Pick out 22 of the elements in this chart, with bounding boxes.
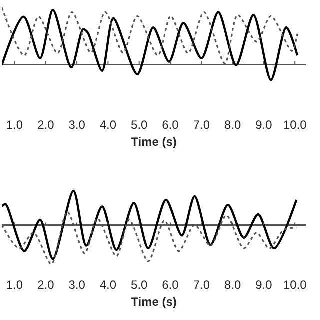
x-tick-label: 8.0 bbox=[224, 118, 242, 132]
x-tick-label: 6.0 bbox=[162, 118, 180, 132]
x-tick-label: 5.0 bbox=[131, 278, 148, 292]
x-tick-label: 7.0 bbox=[193, 118, 210, 132]
x-tick-label: 2.0 bbox=[38, 278, 55, 292]
x-tick-label: 7.0 bbox=[193, 278, 210, 292]
x-tick-label: 3.0 bbox=[68, 278, 86, 292]
x-axis-title: Time (s) bbox=[131, 134, 177, 149]
x-tick-label: 1.0 bbox=[6, 278, 24, 292]
x-tick-label: 9.0 bbox=[256, 118, 273, 132]
x-axis-title: Time (s) bbox=[131, 294, 177, 309]
x-tick-label: 5.0 bbox=[131, 118, 148, 132]
x-tick-label: 8.0 bbox=[224, 278, 242, 292]
x-tick-label: 10.0 bbox=[283, 118, 308, 132]
x-tick-label: 6.0 bbox=[162, 278, 180, 292]
x-tick-label: 3.0 bbox=[68, 118, 86, 132]
x-tick-label: 4.0 bbox=[100, 118, 117, 132]
x-tick-label: 9.0 bbox=[256, 278, 273, 292]
x-tick-label: 1.0 bbox=[6, 118, 24, 132]
x-tick-label: 4.0 bbox=[100, 278, 117, 292]
x-tick-label: 2.0 bbox=[38, 118, 55, 132]
x-tick-label: 10.0 bbox=[283, 278, 308, 292]
